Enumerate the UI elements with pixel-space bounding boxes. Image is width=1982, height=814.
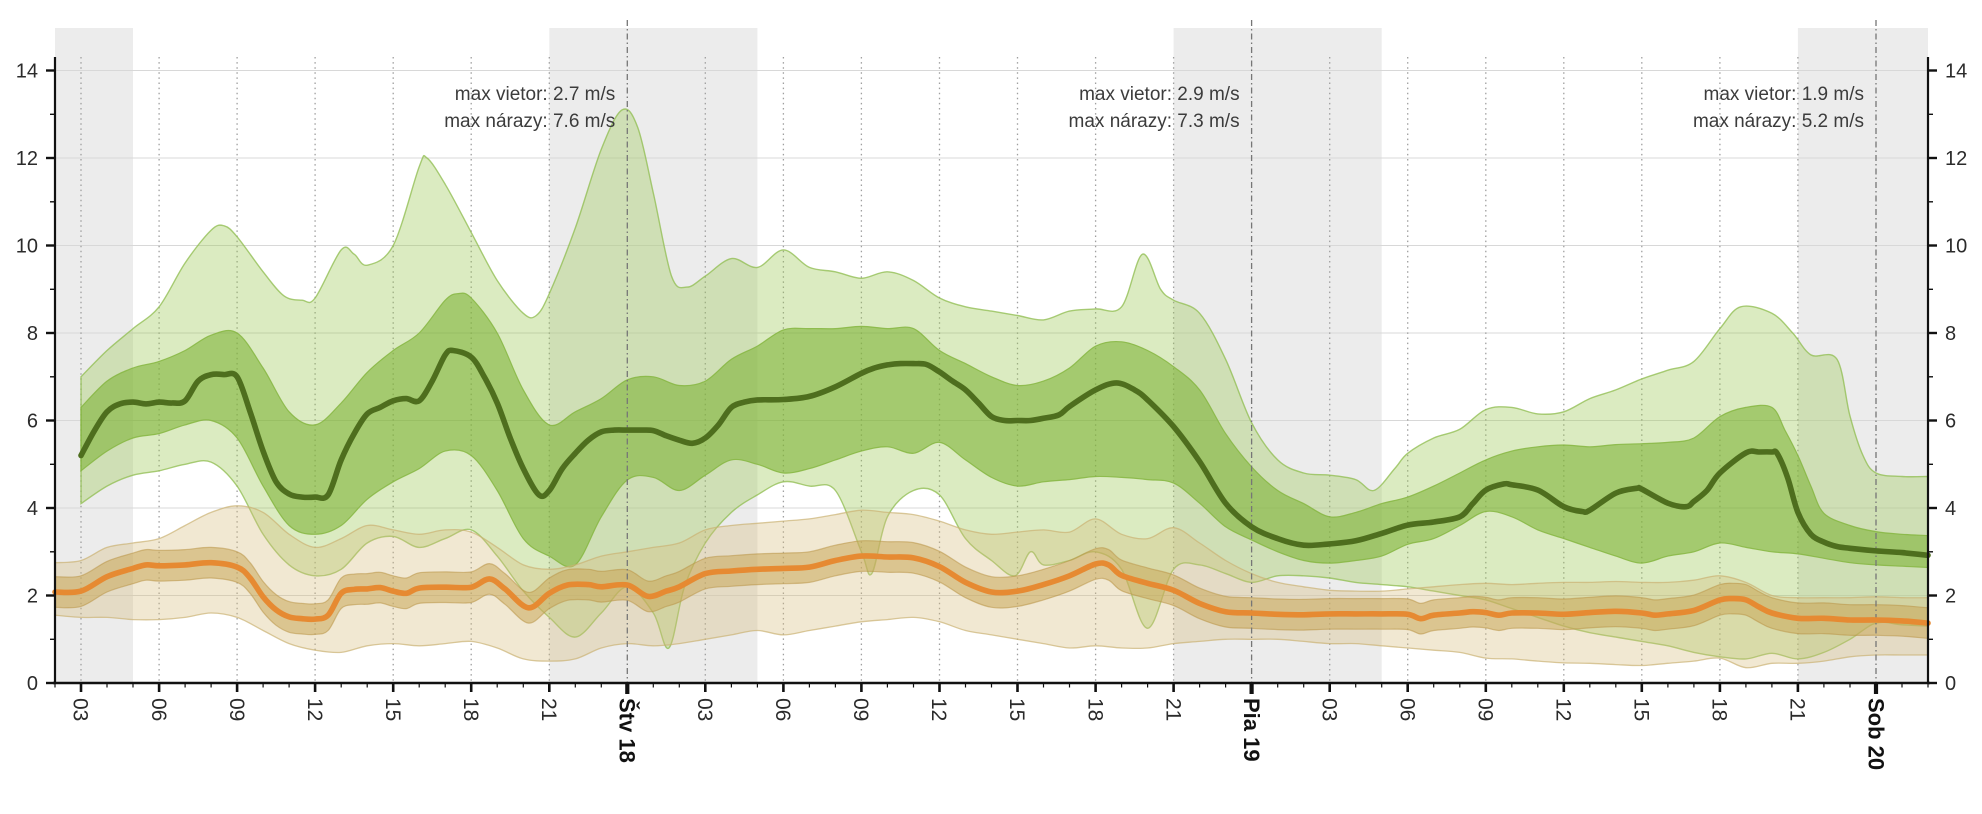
- x-hour-label: 09: [1473, 698, 1496, 721]
- x-day-label: Štv 18: [615, 698, 640, 763]
- x-hour-label: 06: [771, 698, 794, 721]
- y-tick-label-right: 0: [1945, 673, 1956, 695]
- annotation-max-wind: max vietor: 1.9 m/s: [1704, 84, 1865, 105]
- y-tick-label-right: 2: [1945, 586, 1956, 608]
- x-hour-label: 21: [1786, 698, 1809, 721]
- x-hour-label: 09: [849, 698, 872, 721]
- annotation-max-wind: max vietor: 2.7 m/s: [455, 84, 616, 105]
- y-tick-label-right: 10: [1945, 236, 1967, 258]
- y-tick-label-right: 8: [1945, 323, 1956, 345]
- y-tick-label-left: 12: [16, 148, 38, 170]
- night-shading-group: [55, 28, 1928, 683]
- x-hour-label: 06: [1395, 698, 1418, 721]
- y-tick-label-right: 12: [1945, 148, 1967, 170]
- annotation-max-gust: max nárazy: 5.2 m/s: [1693, 111, 1864, 132]
- y-tick-label-left: 2: [27, 586, 38, 608]
- x-ticks: 03 06 09 12 15 18 21 Štv 18 03 06 09 12 15 18 21 Pia 19…: [54, 683, 1929, 770]
- x-day-label: Sob 20: [1863, 698, 1888, 770]
- night-band: [1173, 28, 1382, 683]
- wind-line: [52, 553, 1931, 626]
- x-hour-label: 03: [693, 698, 716, 721]
- y-tick-label-right: 14: [1945, 61, 1967, 83]
- x-hour-label: 15: [1629, 698, 1652, 721]
- gust-line: [78, 347, 1931, 559]
- y-tick-label-left: 14: [16, 61, 38, 83]
- x-hour-label: 12: [1551, 698, 1574, 721]
- x-hour-label: 15: [1005, 698, 1028, 721]
- y-ticks: 0 0 2 2 4 4 6 6 8 8 10 10 12 12 14 14: [16, 61, 1968, 696]
- x-hour-label: 18: [1708, 698, 1731, 721]
- x-hour-label: 12: [303, 698, 326, 721]
- x-hour-label: 21: [537, 698, 560, 721]
- x-hour-label: 15: [381, 698, 404, 721]
- annotation-max-gust: max nárazy: 7.3 m/s: [1069, 111, 1240, 132]
- x-day-label: Pia 19: [1239, 698, 1264, 762]
- x-hour-label: 06: [147, 698, 170, 721]
- day-boundary-lines: [626, 20, 1877, 683]
- y-tick-label-left: 8: [27, 323, 38, 345]
- annotation-max-wind: max vietor: 2.9 m/s: [1079, 84, 1240, 105]
- annotations: max vietor: 2.7 m/s max nárazy: 7.6 m/s ma…: [444, 84, 1864, 132]
- y-tick-label-right: 6: [1945, 411, 1956, 433]
- y-tick-label-left: 4: [27, 498, 38, 520]
- x-hour-label: 21: [1161, 698, 1184, 721]
- x-hour-label: 12: [927, 698, 950, 721]
- y-tick-label-left: 10: [16, 236, 38, 258]
- y-tick-label-right: 4: [1945, 498, 1956, 520]
- annotation-max-gust: max nárazy: 7.6 m/s: [444, 111, 615, 132]
- x-hour-label: 03: [1317, 698, 1340, 721]
- x-hour-label: 03: [69, 698, 92, 721]
- x-hour-label: 09: [225, 698, 248, 721]
- y-tick-label-left: 6: [27, 411, 38, 433]
- y-tick-label-left: 0: [27, 673, 38, 695]
- x-hour-label: 18: [459, 698, 482, 721]
- x-hour-label: 18: [1083, 698, 1106, 721]
